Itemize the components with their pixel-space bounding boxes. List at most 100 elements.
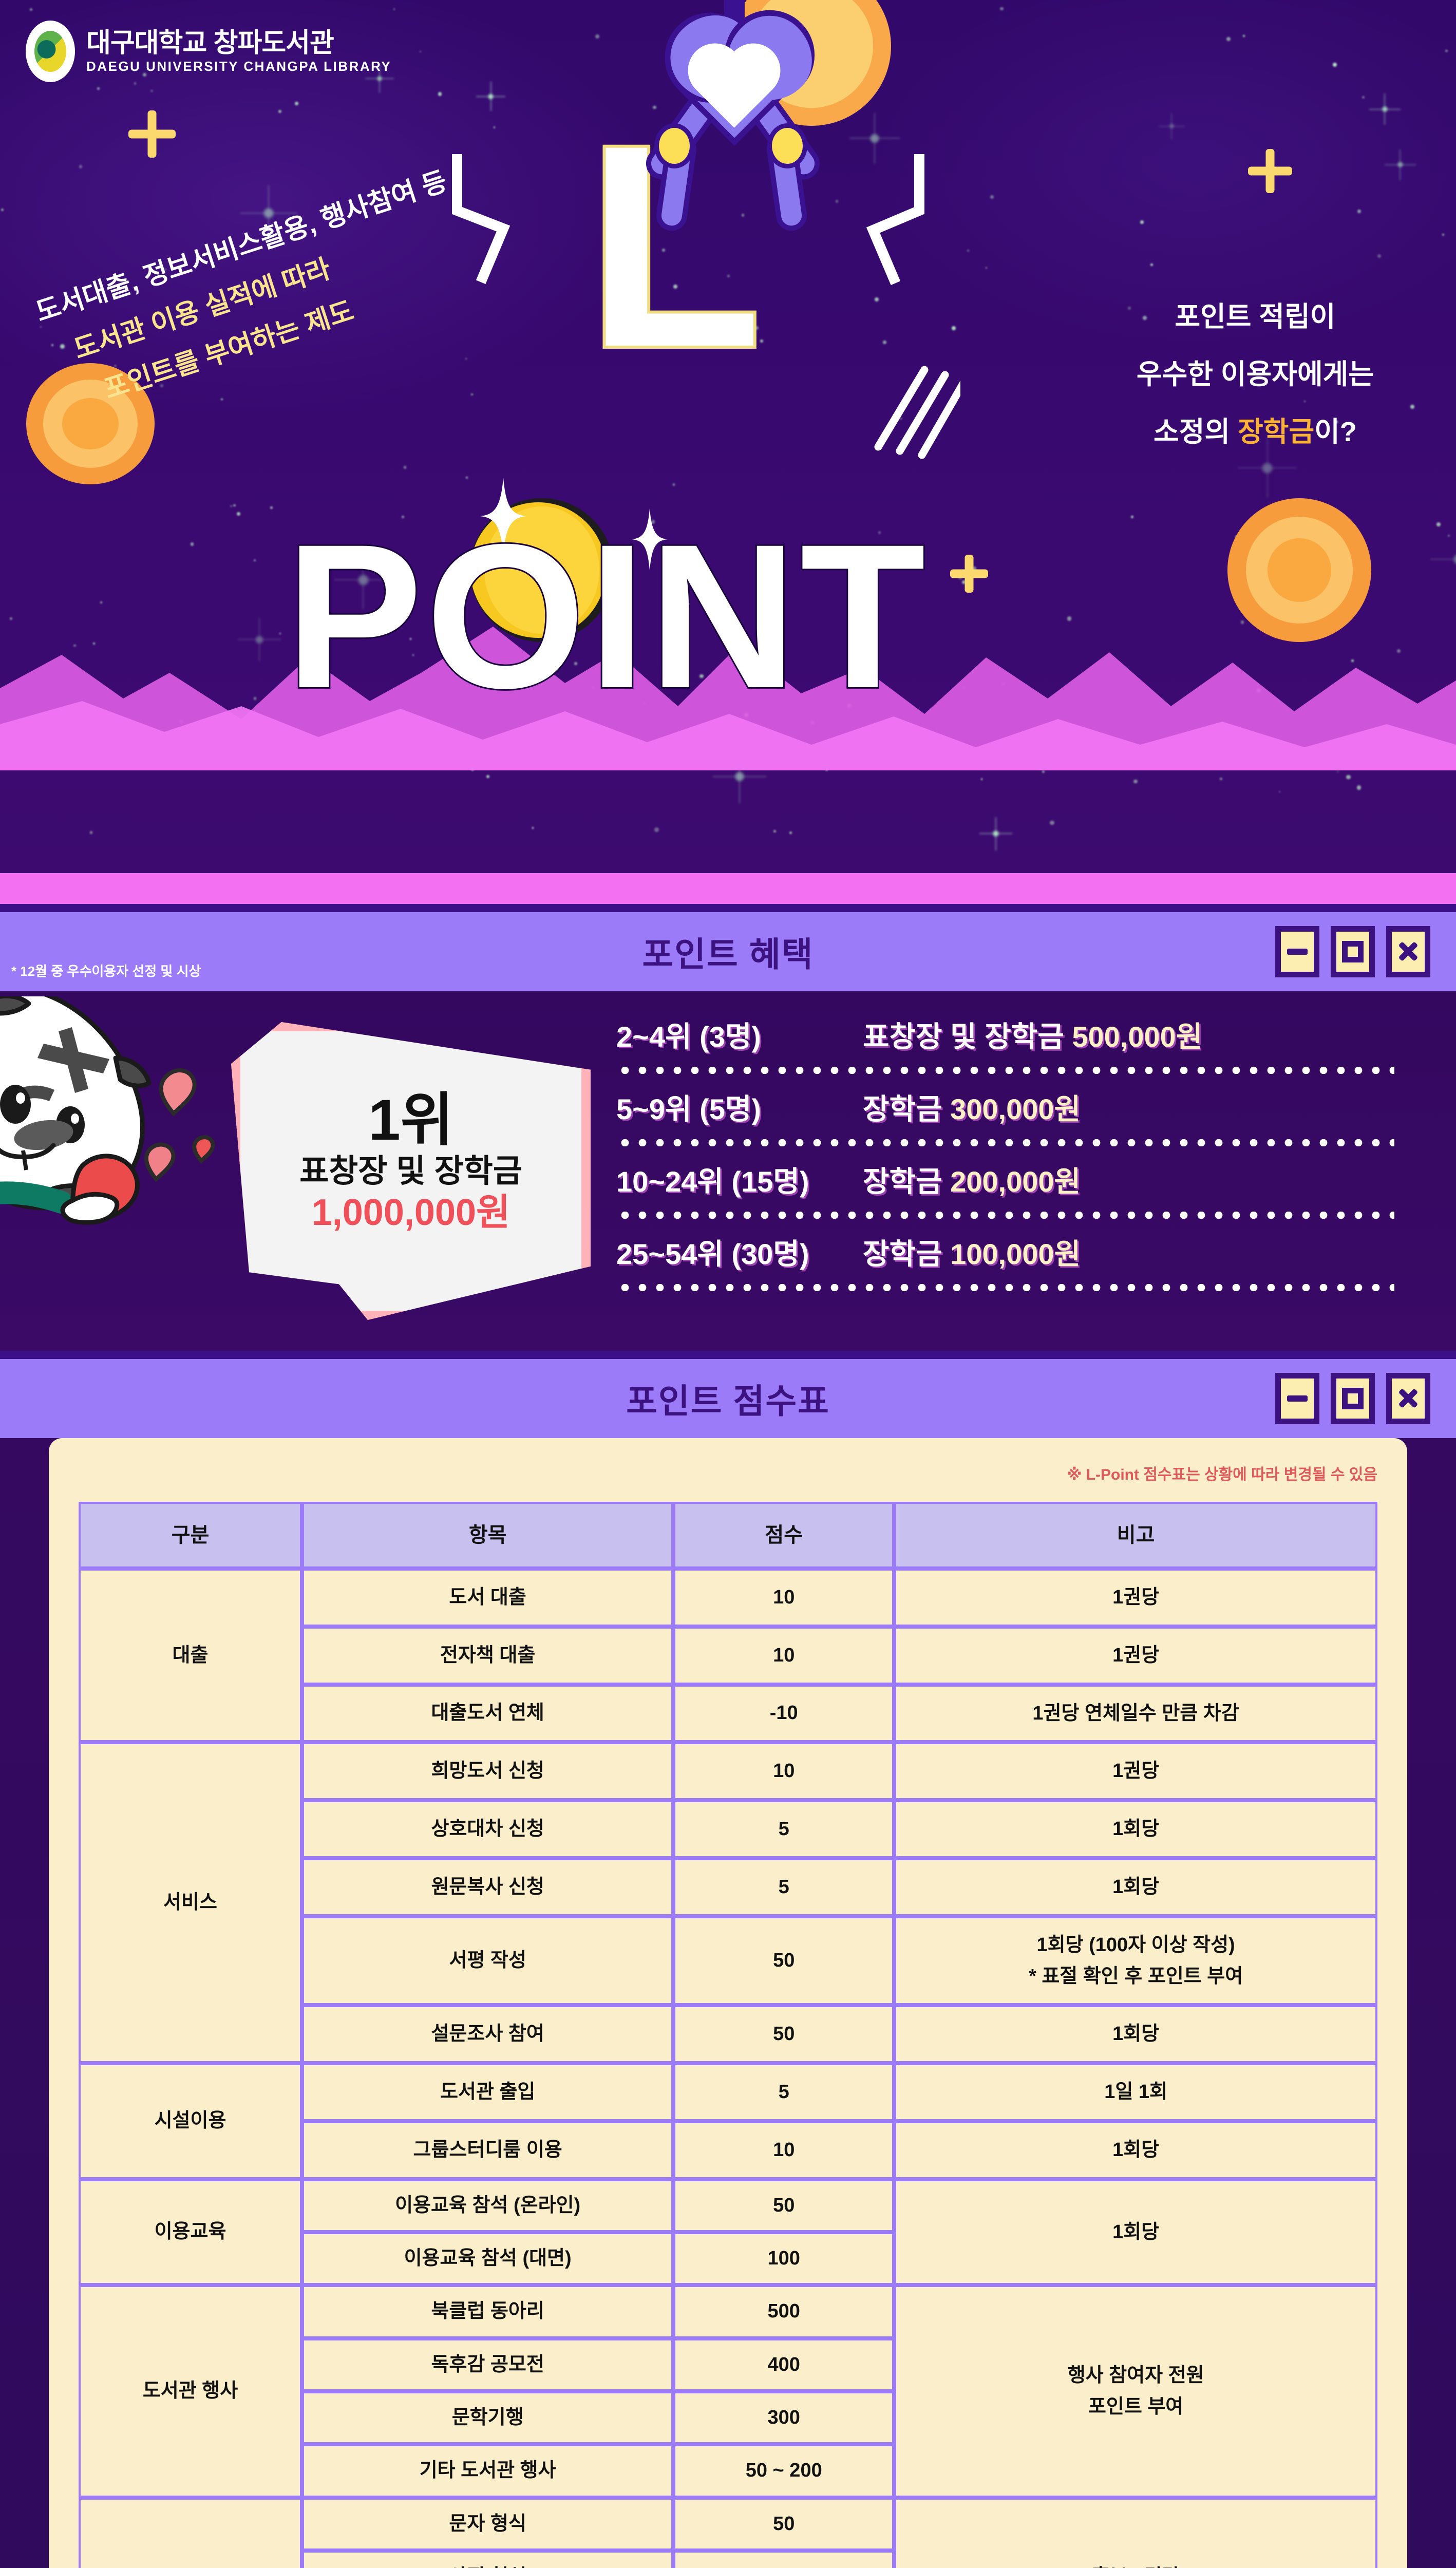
first-place-bubble: 1위 표창장 및 장학금 1,000,000원 [231, 1022, 591, 1320]
sparkle-icon [632, 508, 668, 570]
table-cell-score: 400 [673, 2338, 895, 2391]
tagline-right-line-2: 우수한 이용자에게는 [1136, 359, 1374, 390]
table-cell-note: 홍보 1건당 [894, 2497, 1377, 2568]
table-cell-note: 1회당 (100자 이상 작성) * 표절 확인 후 포인트 부여 [894, 1916, 1377, 2006]
table-cell-note: 1회당 [894, 2179, 1377, 2286]
table-cell-note: 1권당 연체일수 만큼 차감 [894, 1684, 1377, 1743]
prize-award-label: 표창장 및 장학금 500,000원 [863, 1014, 1202, 1055]
table-row: 전자책 대출 10 1권당 [79, 1626, 1377, 1685]
table-cell-category: 이용교육 [79, 2179, 302, 2286]
sparkle-icon [480, 478, 526, 555]
prize-award-label: 장학금 200,000원 [863, 1159, 1081, 1200]
close-button[interactable] [1386, 926, 1430, 977]
table-cell-score: 300 [673, 2391, 895, 2445]
prize-divider [616, 1139, 1394, 1146]
table-cell-score: 10 [673, 2121, 895, 2179]
table-row: 기타 도서관 행사 50 ~ 200 [79, 2444, 1377, 2498]
score-table-card: ※ L-Point 점수표는 상황에 따라 변경될 수 있음 구분 항목 점수 … [49, 1438, 1407, 2568]
table-cell-score: 100 [673, 2232, 895, 2286]
table-row: 서평 작성 50 1회당 (100자 이상 작성) * 표절 확인 후 포인트 부여 [79, 1916, 1377, 2006]
table-cell-score: 100 [673, 2550, 895, 2568]
prize-rank-row: 5~9위 (5명) 장학금 300,000원 [616, 1083, 1394, 1139]
table-row: 독후감 공모전 400 [79, 2338, 1377, 2391]
table-cell-score: 50 ~ 200 [673, 2444, 895, 2498]
zigzag-right-icon [866, 154, 924, 286]
maximize-button[interactable] [1331, 1373, 1375, 1424]
table-row: 시설이용 도서관 출입 5 1일 1회 [79, 2063, 1377, 2179]
benefit-section-title: 포인트 혜택 [642, 935, 814, 973]
column-header-note: 비고 [894, 1502, 1377, 1569]
score-section-header: 포인트 점수표 [0, 1351, 1456, 1438]
table-cell-note: 1회당 [894, 2005, 1377, 2064]
table-row: 도서관 행사 북클럽 동아리 500 행사 참여자 전원 포인트 부여 [79, 2285, 1377, 2498]
table-cell-category: 도서관 행사 [79, 2285, 302, 2498]
table-cell-note: 1권당 [894, 1569, 1377, 1627]
target-value: 본교 재학 중인 학부생 [173, 901, 457, 904]
prize-divider [616, 1212, 1394, 1219]
university-seal-icon [26, 21, 75, 82]
table-cell-note: 1회당 [894, 2121, 1377, 2179]
table-cell-score: 5 [673, 2063, 895, 2121]
table-cell-note: 행사 참여자 전원 포인트 부여 [894, 2285, 1377, 2498]
table-cell-category: 도서관 홍보 [79, 2497, 302, 2568]
table-cell-note: 1권당 [894, 1742, 1377, 1801]
table-row: 원문복사 신청 5 1회당 [79, 1858, 1377, 1916]
table-cell-item: 이용교육 참석 (온라인) [301, 2179, 674, 2233]
prize-rank-label: 25~54위 (30명) [616, 1238, 809, 1270]
window-controls [1275, 926, 1430, 977]
prize-rank-row: 25~54위 (30명) 장학금 100,000원 [616, 1228, 1394, 1284]
table-cell-item: 그룹스터디룸 이용 [301, 2121, 674, 2179]
table-cell-item: 문학기행 [301, 2391, 674, 2445]
prize-rank-label: 10~24위 (15명) [616, 1165, 809, 1198]
table-row: 문학기행 300 [79, 2391, 1377, 2445]
table-row: 서비스 희망도서 신청 10 1권당 [79, 1742, 1377, 2064]
table-cell-score: 50 [673, 2497, 895, 2551]
close-icon [1397, 1387, 1420, 1410]
maximize-button[interactable] [1331, 926, 1375, 977]
plus-decoration-icon [128, 110, 176, 158]
table-cell-item: 상호대차 신청 [301, 1800, 674, 1858]
table-row: 대출도서 연체 -10 1권당 연체일수 만큼 차감 [79, 1684, 1377, 1743]
minimize-button[interactable] [1275, 926, 1319, 977]
table-row: 상호대차 신청 5 1회당 [79, 1800, 1377, 1858]
minimize-icon [1287, 949, 1308, 955]
zigzag-left-icon [452, 154, 510, 285]
tagline-right-line-3: 소정의 장학금이? [1137, 418, 1374, 446]
table-cell-note: 1회당 [894, 1800, 1377, 1858]
tagline-right-post: 이? [1314, 417, 1357, 447]
prize-rank-label: 2~4위 (3명) [616, 1021, 762, 1053]
target-label: 대상 [72, 901, 129, 904]
close-button[interactable] [1386, 1373, 1430, 1424]
minimize-button[interactable] [1275, 1373, 1319, 1424]
column-header-item: 항목 [301, 1502, 674, 1569]
table-cell-item: 대출도서 연체 [301, 1684, 674, 1743]
prize-rank-row: 10~24위 (15명) 장학금 200,000원 [616, 1156, 1394, 1212]
table-cell-item: 설문조사 참여 [301, 2005, 674, 2064]
coin-icon [1227, 498, 1371, 642]
table-cell-note: 1회당 [894, 1858, 1377, 1916]
maximize-icon [1342, 941, 1364, 962]
brand-logo: 대구대학교 창파도서관 DAEGU UNIVERSITY CHANGPA LIB… [26, 21, 391, 82]
plus-decoration-icon [950, 555, 988, 593]
prize-award-text: 장학금 [863, 1165, 951, 1198]
table-header-row: 구분 항목 점수 비고 [79, 1502, 1377, 1569]
table-cell-score: -10 [673, 1684, 895, 1743]
table-cell-item: 도서관 출입 [301, 2063, 674, 2121]
table-cell-item: 전자책 대출 [301, 1626, 674, 1685]
maximize-icon [1342, 1388, 1364, 1409]
coin-icon [26, 363, 155, 484]
table-cell-score: 50 [673, 2005, 895, 2064]
target-period-bar: 대상 | 본교 재학 중인 학부생 기간 | 2023.03. ~ 2023.1… [0, 873, 1456, 904]
hero-tagline-left: 도서대출, 정보서비스활용, 행사참여 등 도서관 이용 실적에 따라 포인트를… [11, 158, 493, 428]
table-cell-item: 기타 도서관 행사 [301, 2444, 674, 2498]
window-controls [1275, 1373, 1430, 1424]
speed-lines-icon [874, 366, 960, 459]
prize-rank-list: 2~4위 (3명) 표창장 및 장학금 500,000원 5~9위 (5명) 장학금 … [616, 1011, 1394, 1300]
table-cell-score: 5 [673, 1800, 895, 1858]
table-cell-item: 희망도서 신청 [301, 1742, 674, 1801]
prize-award-amount: 200,000원 [950, 1165, 1081, 1198]
benefit-section-note: * 12월 중 우수이용자 선정 및 시상 [11, 964, 201, 979]
hero-tagline-right: 포인트 적립이 우수한 이용자에게는 소정의 장학금이? [1137, 303, 1374, 476]
table-cell-item: 문자 형식 [301, 2497, 674, 2551]
table-row: 그룹스터디룸 이용 10 1회당 [79, 2121, 1377, 2179]
